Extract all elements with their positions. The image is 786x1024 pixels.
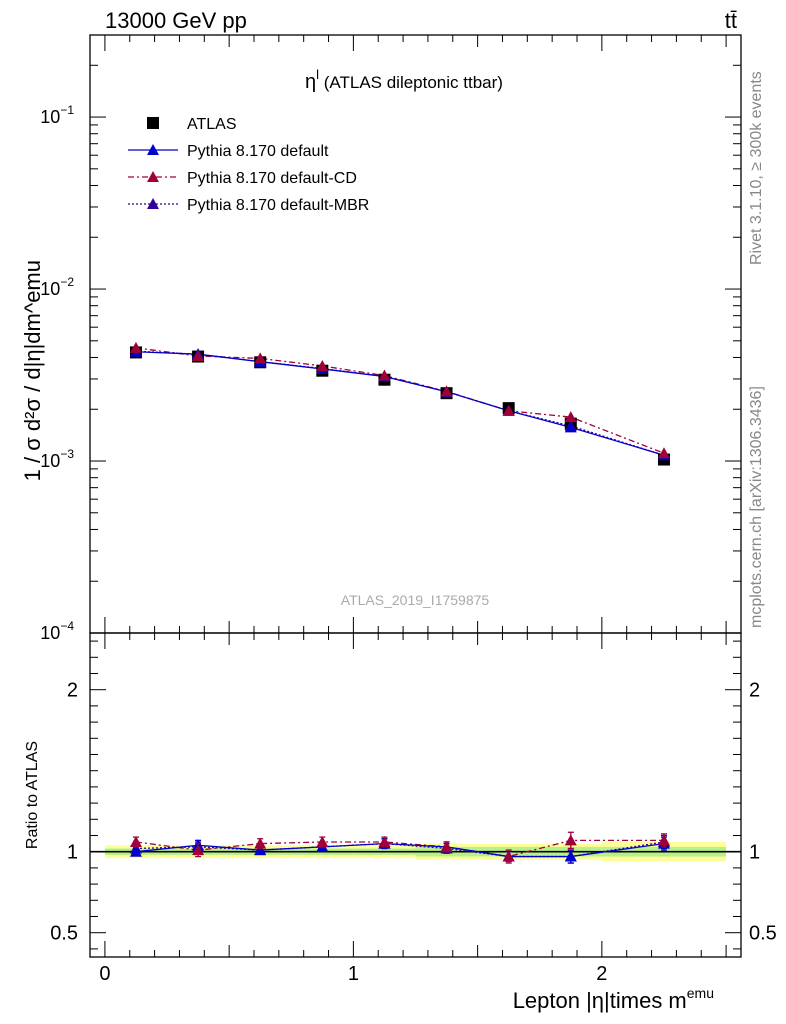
ratio-panel-axes: 0.5 0.5 1 1 2 2 0 1 2 bbox=[50, 633, 777, 985]
ylabel-part: 1 / σ d²σ / d|η|dm^emu bbox=[20, 260, 45, 481]
ratio-y-tick-label-right: 2 bbox=[749, 680, 760, 702]
ratio-default-point bbox=[564, 850, 577, 862]
cd-point bbox=[657, 447, 670, 459]
y-tick-exp: −1 bbox=[60, 103, 74, 117]
ratio-cd-point bbox=[657, 834, 670, 846]
cd-point bbox=[564, 411, 577, 423]
cd-point bbox=[254, 352, 267, 364]
y-tick-base: 10 bbox=[40, 107, 60, 127]
ratio-default-point bbox=[129, 845, 142, 857]
y-tick-base: 10 bbox=[40, 279, 60, 299]
analysis-label: ATLAS_2019_I1759875 bbox=[341, 592, 490, 608]
ratio-cd-point bbox=[129, 835, 142, 847]
main-panel-marks bbox=[129, 341, 670, 466]
title-rest: (ATLAS dileptonic ttbar) bbox=[319, 73, 503, 92]
legend-marker-mbr bbox=[147, 198, 159, 209]
y-tick-label: 10−3 bbox=[40, 447, 74, 471]
y-tick-label: 10−4 bbox=[40, 619, 74, 643]
x-tick-label: 1 bbox=[348, 963, 359, 985]
legend-label-default: Pythia 8.170 default bbox=[187, 143, 329, 160]
rivet-label: Rivet 3.1.10, ≥ 300k events bbox=[748, 71, 765, 265]
cd-point bbox=[502, 404, 515, 416]
ratio-y-tick-label-left: 2 bbox=[67, 680, 78, 702]
x-tick-label: 2 bbox=[596, 963, 607, 985]
ratio-cd-point bbox=[254, 837, 267, 849]
legend-label-cd: Pythia 8.170 default-CD bbox=[187, 170, 357, 187]
series-line-cd bbox=[135, 347, 665, 454]
main-ylabel: 1 / σ d²σ / d|η|dm^emu bbox=[20, 260, 45, 481]
ratio-y-tick-label-left: 0.5 bbox=[50, 923, 78, 945]
legend-label-atlas: ATLAS bbox=[187, 116, 237, 133]
ratio-default-point bbox=[254, 844, 267, 856]
energy-label: 13000 GeV pp bbox=[105, 8, 247, 33]
legend-marker-default bbox=[147, 144, 159, 155]
y-tick-exp: −3 bbox=[60, 447, 74, 461]
y-tick-exp: −2 bbox=[60, 275, 74, 289]
ratio-cd-point bbox=[192, 844, 205, 856]
legend-marker-cd bbox=[147, 171, 159, 182]
series-line-mbr bbox=[135, 350, 665, 456]
ratio-cd-point bbox=[378, 835, 391, 847]
cd-point bbox=[378, 369, 391, 381]
ratio-cd-point bbox=[440, 840, 453, 852]
cd-point bbox=[129, 341, 142, 353]
source-label: mcplots.cern.ch [arXiv:1306.3436] bbox=[748, 386, 765, 628]
y-tick-label: 10−2 bbox=[40, 275, 74, 299]
series-line-default bbox=[135, 351, 665, 456]
y-tick-exp: −4 bbox=[60, 619, 74, 633]
ratio-cd-point bbox=[502, 850, 515, 862]
x-tick-label: 0 bbox=[99, 963, 110, 985]
ratio-y-tick-label-left: 1 bbox=[67, 842, 78, 864]
xlabel-sup: emu bbox=[687, 985, 714, 1001]
cd-point bbox=[440, 385, 453, 397]
cd-point bbox=[192, 349, 205, 361]
main-panel-axes: 10−110−210−310−4 bbox=[40, 35, 741, 643]
legend-marker-atlas bbox=[147, 117, 159, 129]
y-tick-base: 10 bbox=[40, 451, 60, 471]
ratio-panel-marks bbox=[129, 831, 670, 864]
default-point bbox=[564, 421, 577, 433]
ratio-cd-point bbox=[316, 835, 329, 847]
title-sup: l bbox=[316, 67, 319, 82]
cd-point bbox=[316, 359, 329, 371]
ratio-y-tick-label-right: 0.5 bbox=[749, 923, 777, 945]
ratio-ylabel: Ratio to ATLAS bbox=[24, 741, 41, 849]
main-title: ηl (ATLAS dileptonic ttbar) bbox=[305, 67, 503, 93]
legend: ATLAS Pythia 8.170 default Pythia 8.170 de… bbox=[128, 116, 369, 214]
ratio-cd-point bbox=[564, 834, 577, 846]
ratio-panel-frame bbox=[89, 632, 742, 958]
xlabel-main: Lepton |η|times m bbox=[513, 988, 687, 1013]
ratio-y-tick-label-right: 1 bbox=[749, 842, 760, 864]
xlabel: Lepton |η|times memu bbox=[513, 985, 714, 1013]
title-eta: η bbox=[305, 71, 316, 93]
legend-label-mbr: Pythia 8.170 default-MBR bbox=[187, 197, 369, 214]
process-label: tt̄ bbox=[725, 8, 737, 33]
y-tick-base: 10 bbox=[40, 623, 60, 643]
y-tick-label: 10−1 bbox=[40, 103, 74, 127]
